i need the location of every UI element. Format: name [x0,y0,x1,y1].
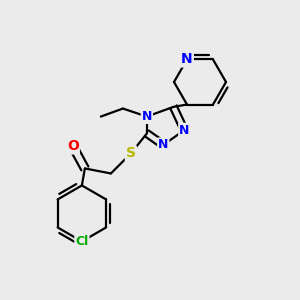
Text: Cl: Cl [75,235,88,248]
Text: N: N [179,124,190,137]
Text: N: N [158,138,168,152]
Text: S: S [126,146,136,161]
Text: O: O [67,140,79,154]
Text: N: N [142,110,152,123]
Text: N: N [181,52,193,67]
